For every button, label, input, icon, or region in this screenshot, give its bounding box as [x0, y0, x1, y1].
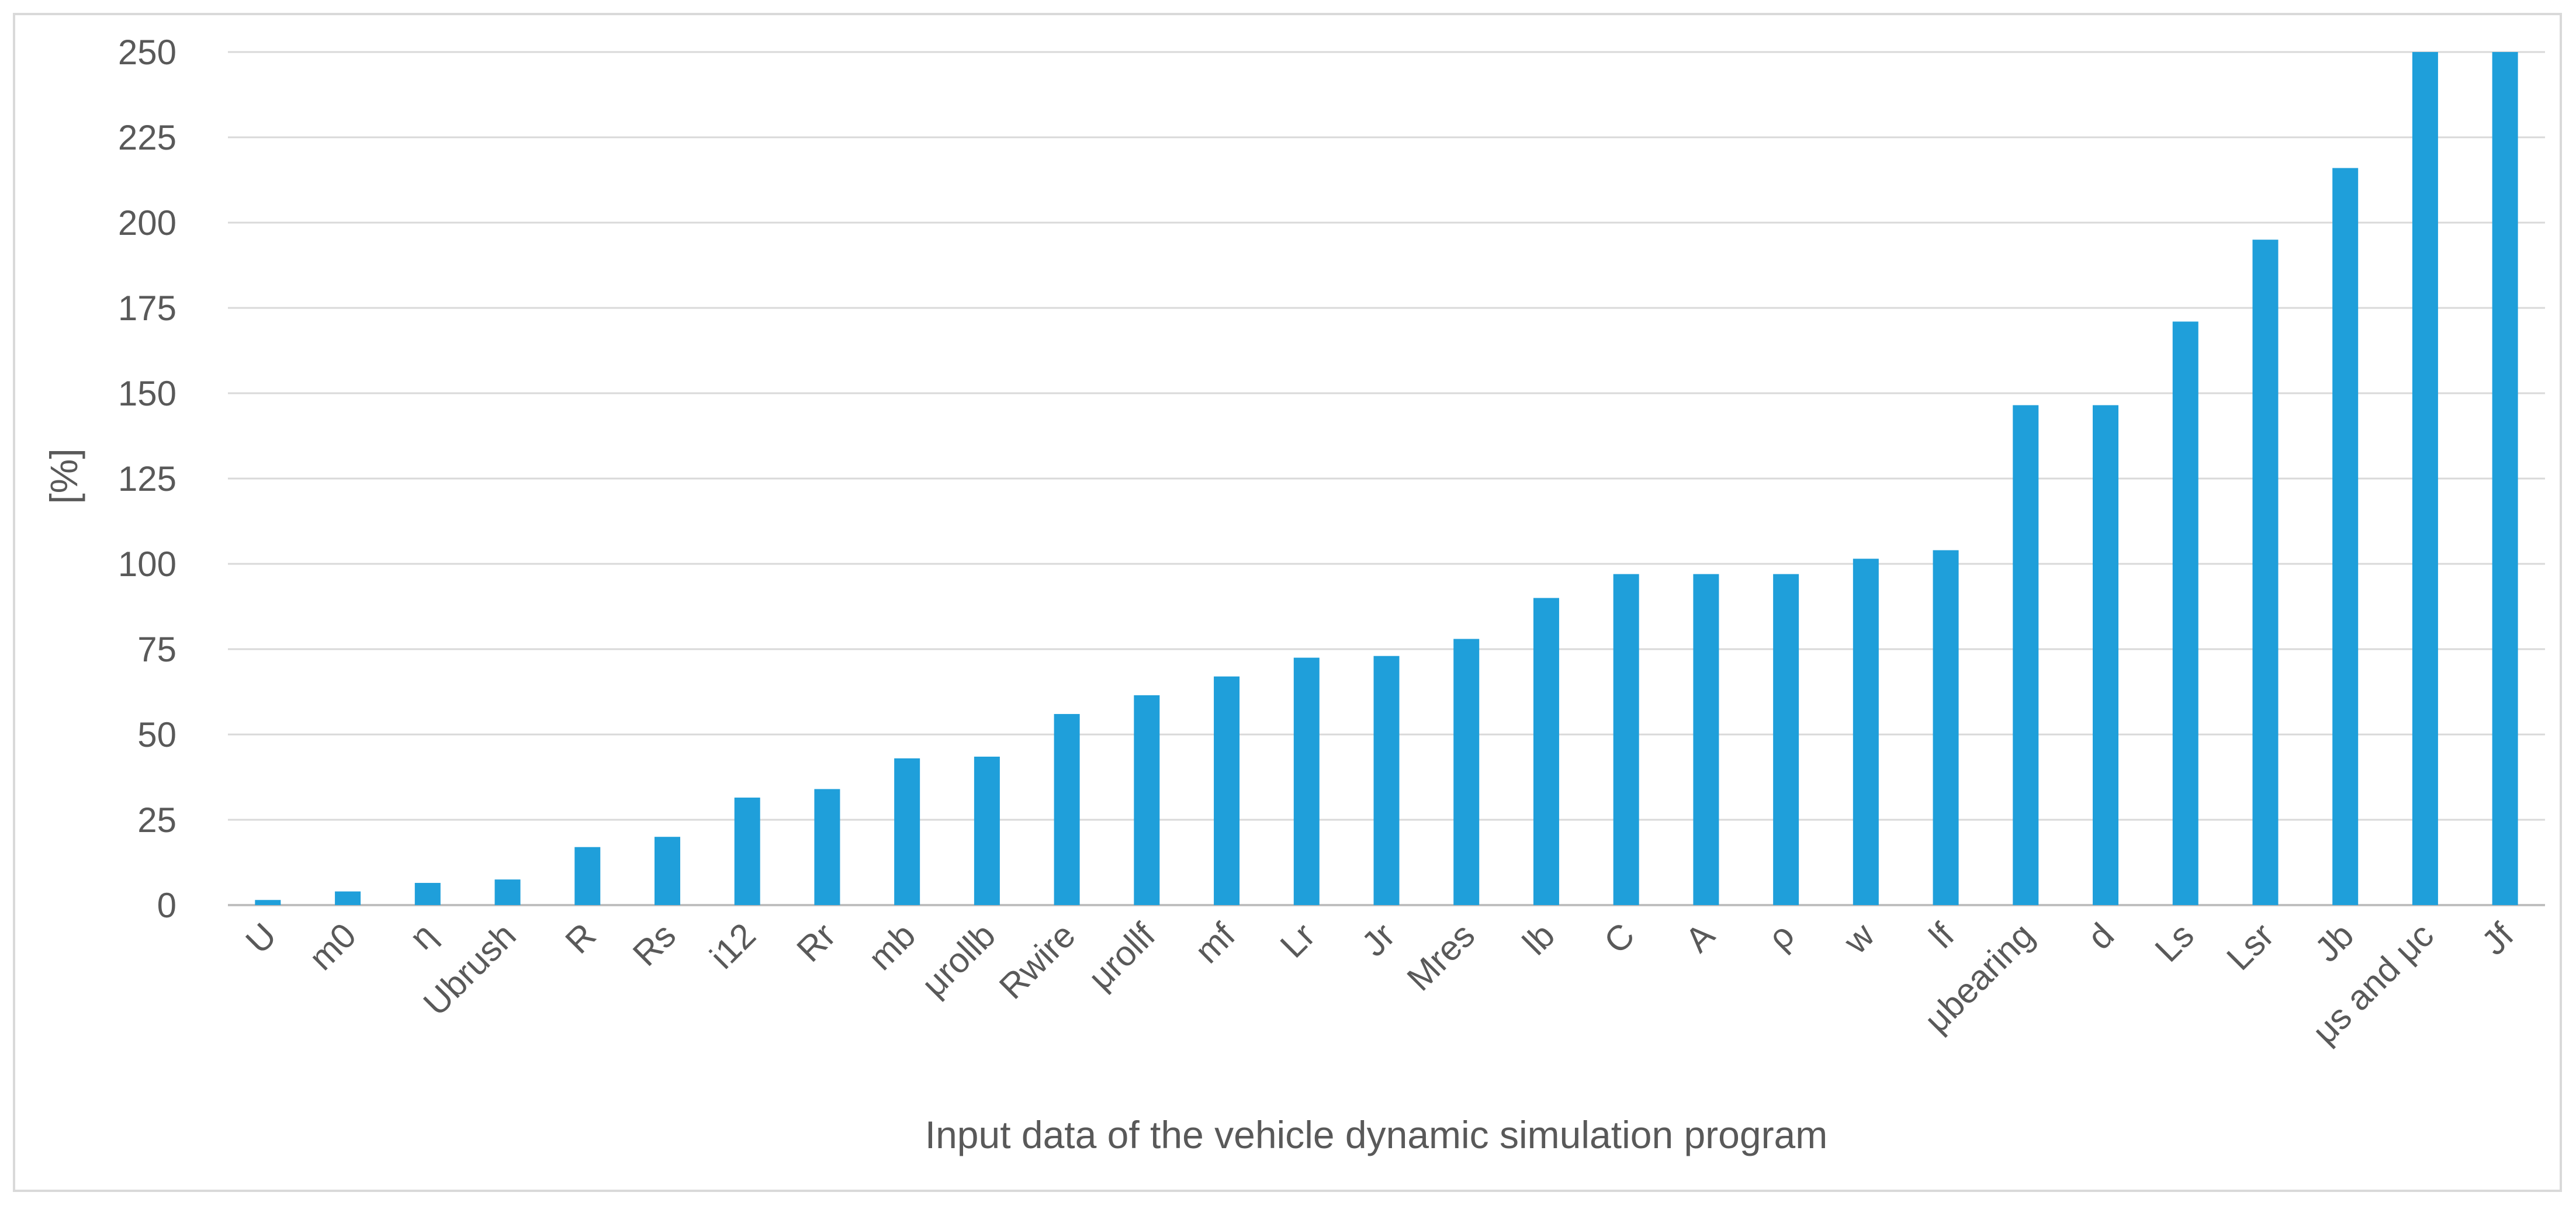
bar-8 — [894, 758, 920, 905]
x-tick-label: lf — [1921, 916, 1962, 956]
x-tick-label: Jr — [1354, 916, 1403, 964]
bar-3 — [494, 879, 521, 905]
bar-4 — [574, 847, 601, 905]
chart-frame — [13, 13, 2562, 1192]
y-axis-title: [%] — [42, 448, 85, 504]
x-tick-label: Ls — [2148, 916, 2201, 969]
x-tick-label: d — [2080, 916, 2121, 957]
x-tick-label: μrollb — [914, 916, 1003, 1004]
bar-14 — [1373, 656, 1400, 905]
y-tick-label: 75 — [137, 630, 176, 669]
bar-0 — [255, 900, 281, 905]
bar-23 — [2093, 405, 2119, 905]
x-tick-label: A — [1678, 916, 1722, 960]
x-tick-label: Lsr — [2219, 916, 2281, 978]
x-tick-label: C — [1597, 916, 1642, 961]
x-tick-label: mf — [1187, 916, 1243, 971]
gridlines — [228, 51, 2545, 906]
bar-25 — [2252, 240, 2279, 906]
x-tick-label: Rs — [625, 916, 683, 973]
x-tick-label: Jb — [2307, 916, 2361, 969]
y-tick-label: 250 — [118, 33, 176, 72]
bar-20 — [1853, 559, 1879, 905]
x-tick-label: Rwire — [992, 916, 1083, 1007]
y-tick-label: 100 — [118, 545, 176, 584]
bar-22 — [2013, 405, 2039, 905]
bar-9 — [974, 756, 1000, 905]
bar-2 — [414, 883, 441, 905]
y-tick-label: 225 — [118, 118, 176, 157]
bars — [255, 52, 2518, 906]
y-tick-label: 175 — [118, 289, 176, 328]
y-tick-label: 50 — [137, 715, 176, 754]
bar-27 — [2412, 52, 2438, 905]
x-tick-label: μrollf — [1081, 916, 1162, 997]
y-tick-label: 25 — [137, 800, 176, 840]
y-tick-labels: 0 25 50 75 100 125 150 175 200 225 250 — [118, 33, 176, 925]
y-tick-label: 125 — [118, 459, 176, 498]
x-tick-label: i12 — [702, 916, 763, 976]
x-tick-label: m0 — [302, 916, 363, 978]
bar-19 — [1773, 574, 1799, 905]
x-tick-label: mb — [861, 916, 923, 978]
bar-17 — [1613, 574, 1639, 905]
bar-28 — [2492, 52, 2518, 905]
x-tick-label: U — [238, 916, 284, 961]
y-tick-label: 0 — [157, 886, 176, 925]
x-tick-label: ρ — [1760, 916, 1802, 958]
bar-15 — [1453, 639, 1480, 905]
x-tick-label: R — [558, 916, 603, 961]
x-tick-label: Mres — [1400, 916, 1483, 999]
bar-24 — [2172, 321, 2198, 905]
bar-7 — [814, 789, 840, 905]
bar-5 — [654, 837, 680, 905]
bar-1 — [335, 891, 361, 905]
x-tick-label: Lr — [1273, 916, 1322, 965]
bar-21 — [1933, 550, 1959, 905]
bar-12 — [1214, 676, 1240, 905]
bar-10 — [1054, 713, 1080, 905]
bar-26 — [2332, 168, 2359, 905]
bar-11 — [1134, 695, 1160, 905]
bar-16 — [1533, 598, 1559, 905]
x-tick-label: Jf — [2474, 916, 2521, 963]
y-tick-label: 150 — [118, 374, 176, 413]
bar-18 — [1693, 574, 1719, 905]
bar-13 — [1293, 657, 1320, 905]
x-tick-label: w — [1836, 915, 1882, 961]
x-axis-title: Input data of the vehicle dynamic simula… — [925, 1113, 1828, 1156]
y-tick-label: 200 — [118, 203, 176, 242]
x-tick-label: lb — [1515, 916, 1562, 962]
bar-6 — [734, 798, 760, 905]
x-tick-label: Rr — [789, 916, 843, 969]
x-tick-label: η — [402, 916, 444, 957]
